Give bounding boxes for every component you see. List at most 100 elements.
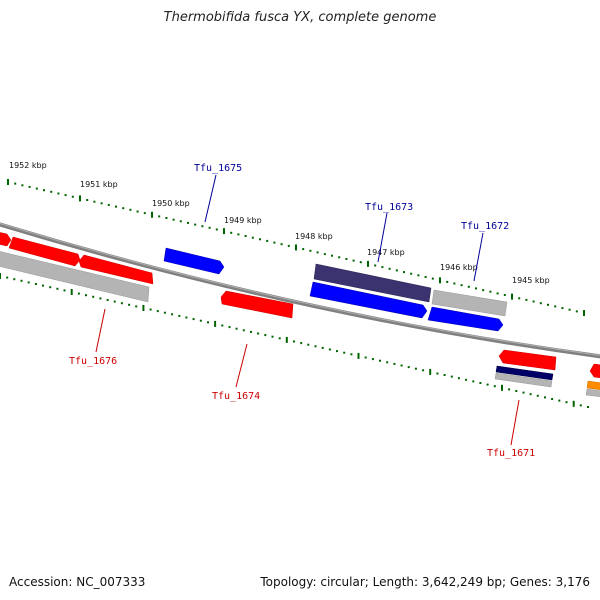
outer-minor-tick xyxy=(179,220,182,223)
leader-tfu-1675 xyxy=(204,174,217,223)
outer-minor-tick xyxy=(86,199,89,201)
gene-arrow-blue[interactable] xyxy=(309,281,428,319)
outer-minor-tick xyxy=(230,231,233,234)
gene-arrow-blue[interactable] xyxy=(427,306,504,332)
inner-minor-tick xyxy=(128,303,131,306)
inner-major-tick xyxy=(142,305,145,311)
outer-minor-tick xyxy=(208,226,211,229)
inner-minor-tick xyxy=(278,337,281,340)
inner-minor-tick xyxy=(508,388,511,391)
leader-tfu-1673 xyxy=(377,212,388,263)
inner-minor-tick xyxy=(544,396,546,399)
gene-label-tfu-1675[interactable]: Tfu_1675 xyxy=(194,163,242,174)
gene-box-grey[interactable] xyxy=(494,372,553,388)
outer-minor-tick xyxy=(280,243,283,246)
inner-minor-tick xyxy=(565,401,568,404)
outer-minor-tick xyxy=(129,208,132,211)
inner-minor-tick xyxy=(443,374,446,376)
gene-arrow-red[interactable] xyxy=(78,254,154,285)
inner-major-tick xyxy=(70,289,73,295)
inner-minor-tick xyxy=(343,351,346,354)
inner-minor-tick xyxy=(42,284,44,287)
inner-minor-tick xyxy=(579,404,582,407)
kbp-label-1946: 1946 kbp xyxy=(440,263,478,272)
outer-minor-tick xyxy=(453,282,456,285)
outer-minor-tick xyxy=(107,203,110,206)
outer-major-tick xyxy=(583,310,585,316)
outer-minor-tick xyxy=(71,195,74,198)
inner-minor-tick xyxy=(436,372,439,375)
outer-minor-tick xyxy=(359,261,362,264)
gene-label-tfu-1673[interactable]: Tfu_1673 xyxy=(365,202,413,213)
leader-tfu-1674 xyxy=(235,343,248,388)
outer-minor-tick xyxy=(381,266,384,269)
gene-label-tfu-1674[interactable]: Tfu_1674 xyxy=(212,391,260,402)
gene-box-grey[interactable] xyxy=(585,388,600,398)
gene-labels: Tfu_1675 Tfu_1673 Tfu_1672 Tfu_1676 Tfu_… xyxy=(69,163,535,459)
inner-minor-tick xyxy=(457,377,460,380)
gene-arrow-blue[interactable] xyxy=(163,247,225,275)
inner-minor-tick xyxy=(522,391,525,394)
gene-arrow-red[interactable] xyxy=(220,290,294,319)
inner-minor-tick xyxy=(450,375,453,378)
outer-minor-tick xyxy=(467,285,470,288)
inner-minor-tick xyxy=(558,399,561,402)
gene-arrow-red[interactable] xyxy=(8,236,81,267)
kbp-label-1949: 1949 kbp xyxy=(224,216,262,225)
outer-minor-tick xyxy=(568,308,571,311)
outer-minor-tick xyxy=(309,249,312,252)
outer-minor-tick xyxy=(259,238,261,241)
gene-box-grey[interactable] xyxy=(431,289,508,317)
inner-minor-tick xyxy=(257,332,260,335)
gene-arrow-red[interactable] xyxy=(498,349,557,371)
outer-minor-tick xyxy=(100,202,103,205)
gene-label-tfu-1676[interactable]: Tfu_1676 xyxy=(69,356,117,367)
inner-minor-tick xyxy=(163,311,166,314)
inner-minor-tick xyxy=(393,362,396,365)
inner-minor-tick xyxy=(486,383,489,386)
outer-minor-tick xyxy=(417,274,420,277)
outer-major-tick xyxy=(295,244,297,251)
outer-minor-tick xyxy=(302,248,305,251)
gene-box-grey[interactable] xyxy=(0,251,150,303)
outer-minor-tick xyxy=(201,225,204,228)
inner-minor-tick xyxy=(414,367,417,370)
gene-features xyxy=(0,232,600,398)
outer-major-tick xyxy=(7,179,9,185)
outer-minor-tick xyxy=(115,205,117,208)
inner-minor-tick xyxy=(479,382,482,384)
inner-minor-tick xyxy=(364,356,367,359)
gene-arrow-red[interactable] xyxy=(0,232,12,247)
label-leader-lines xyxy=(95,174,520,446)
gene-label-tfu-1671[interactable]: Tfu_1671 xyxy=(487,448,535,459)
inner-minor-tick xyxy=(587,406,589,408)
inner-minor-tick xyxy=(6,276,9,279)
inner-minor-tick xyxy=(379,359,381,362)
kbp-label-1948: 1948 kbp xyxy=(295,232,333,241)
map-title: Thermobifida fusca YX, complete genome xyxy=(163,10,437,25)
inner-minor-tick xyxy=(77,292,80,295)
inner-minor-tick xyxy=(293,340,295,343)
inner-major-tick xyxy=(214,320,217,327)
gene-label-tfu-1672[interactable]: Tfu_1672 xyxy=(461,221,509,232)
inner-minor-tick xyxy=(515,390,518,392)
outer-minor-tick xyxy=(35,187,38,190)
outer-minor-tick xyxy=(237,233,240,236)
inner-major-tick xyxy=(429,368,432,375)
gene-box-dark[interactable] xyxy=(313,263,432,303)
outer-minor-tick xyxy=(532,300,535,303)
outer-minor-tick xyxy=(338,256,341,259)
outer-minor-tick xyxy=(143,212,146,215)
inner-minor-tick xyxy=(207,321,209,324)
inner-minor-tick xyxy=(536,394,539,397)
inner-minor-tick xyxy=(149,308,152,311)
inner-minor-tick xyxy=(314,345,317,348)
inner-tick-row xyxy=(0,273,589,408)
gene-box-navy[interactable] xyxy=(495,365,554,381)
outer-minor-tick xyxy=(43,189,45,192)
gene-box-orange[interactable] xyxy=(586,380,600,390)
inner-minor-tick xyxy=(529,393,532,396)
kbp-label-1951: 1951 kbp xyxy=(80,180,118,189)
outer-minor-tick xyxy=(158,215,161,218)
gene-arrow-red[interactable] xyxy=(589,363,600,379)
